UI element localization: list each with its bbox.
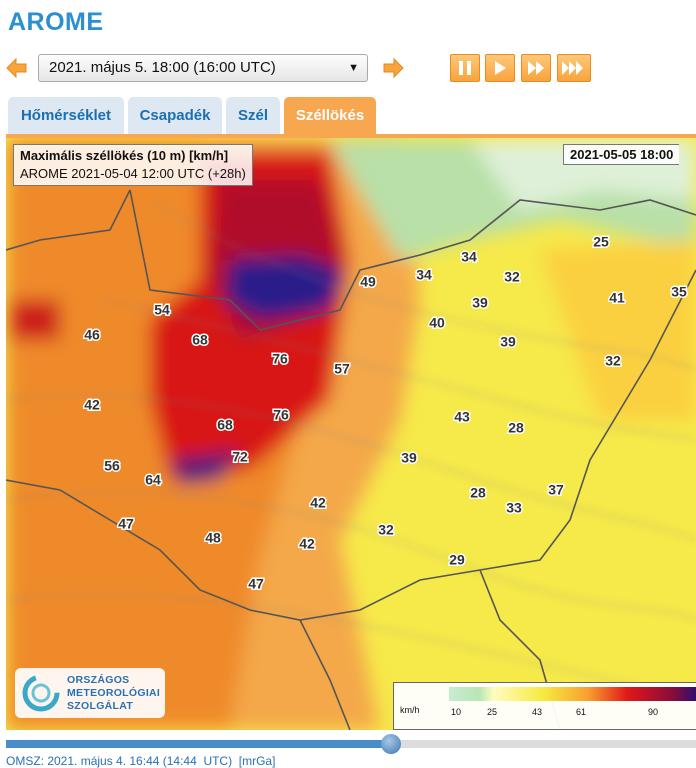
gust-label: 46 <box>84 327 100 343</box>
legend-tick: 90 <box>648 707 659 717</box>
map-canvas: 49 34 34 32 25 41 35 54 46 68 39 40 39 76 57 32 42 76 68 43… <box>6 138 696 730</box>
timeline-knob[interactable] <box>381 734 401 754</box>
borders <box>6 189 696 730</box>
legend-tick: 43 <box>532 707 543 717</box>
legend-tick: 25 <box>487 707 498 717</box>
gust-label: 35 <box>671 284 687 300</box>
map-info: Maximális széllökés (10 m) [km/h] AROME … <box>13 144 253 186</box>
map-run: AROME 2021-05-04 12:00 UTC (+28h) <box>20 166 246 181</box>
logo-text: ORSZÁGOS <box>67 674 130 686</box>
map: 49 34 34 32 25 41 35 54 46 68 39 40 39 76 57 32 42 76 68 43… <box>6 138 696 730</box>
gust-label: 49 <box>360 274 376 290</box>
map-valid: 2021-05-05 18:00 <box>563 144 680 165</box>
date-select[interactable]: 2021. május 5. 18:00 (16:00 UTC) ▼ <box>38 54 368 82</box>
tab[interactable]: Csapadék <box>128 97 222 135</box>
gust-label: 72 <box>232 449 248 465</box>
gust-label: 76 <box>273 407 289 423</box>
footer: OMSZ: 2021. május 4. 16:44 (14:44 UTC) [… <box>6 754 276 768</box>
gust-label: 57 <box>334 361 350 377</box>
gust-label: 40 <box>429 315 445 331</box>
gust-label: 43 <box>454 409 470 425</box>
prev-button[interactable] <box>6 57 28 79</box>
map-title: Maximális széllökés (10 m) [km/h] <box>20 148 229 163</box>
gust-label: 33 <box>506 500 522 516</box>
legend-unit: km/h <box>400 705 420 715</box>
gust-label: 32 <box>504 269 520 285</box>
play-button[interactable] <box>485 54 515 82</box>
gust-label: 34 <box>461 249 477 265</box>
gust-label: 42 <box>310 495 326 511</box>
gust-label: 25 <box>593 234 609 250</box>
tab[interactable]: Hőmérséklet <box>8 97 124 135</box>
legend: km/h 10 25 43 61 90 <box>393 682 696 730</box>
tab-underline <box>6 134 696 138</box>
tab-active[interactable]: Széllökés <box>284 97 376 135</box>
faster-button[interactable] <box>557 54 591 82</box>
gust-label: 47 <box>248 576 264 592</box>
gust-label: 32 <box>605 353 621 369</box>
logo-text: SZOLGÁLAT <box>67 700 134 712</box>
gust-label: 68 <box>192 332 208 348</box>
gust-label: 76 <box>272 351 288 367</box>
gust-label: 68 <box>217 417 233 433</box>
app-title: AROME <box>8 8 104 36</box>
gust-label: 34 <box>416 267 432 283</box>
gust-label: 64 <box>145 472 161 488</box>
legend-colorbar <box>449 687 696 701</box>
legend-tick: 61 <box>576 707 587 717</box>
legend-tick: 10 <box>451 707 462 717</box>
gust-label: 42 <box>84 397 100 413</box>
date-select-text: 2021. május 5. 18:00 (16:00 UTC) <box>49 59 276 76</box>
pause-button[interactable] <box>450 54 480 82</box>
timeline[interactable] <box>6 740 696 748</box>
gust-label: 28 <box>508 420 524 436</box>
tab[interactable]: Szél <box>226 97 280 135</box>
gust-label: 41 <box>609 290 625 306</box>
next-button[interactable] <box>382 57 404 79</box>
gust-label: 39 <box>500 334 516 350</box>
gust-label: 29 <box>449 552 465 568</box>
logo-text: METEOROLÓGIAI <box>67 687 161 699</box>
gust-label: 54 <box>154 302 170 318</box>
gust-label: 42 <box>299 536 315 552</box>
fast-button[interactable] <box>521 54 551 82</box>
logo-icon <box>22 674 60 712</box>
gust-label: 47 <box>118 516 134 532</box>
gust-label: 39 <box>401 450 417 466</box>
gust-label: 56 <box>104 458 120 474</box>
gust-label: 48 <box>205 530 221 546</box>
gust-label: 37 <box>548 482 564 498</box>
gust-label: 39 <box>472 295 488 311</box>
logo: ORSZÁGOS METEOROLÓGIAI SZOLGÁLAT <box>15 668 165 718</box>
gust-label: 32 <box>378 522 394 538</box>
gust-label: 28 <box>470 485 486 501</box>
streamlines <box>6 199 696 701</box>
